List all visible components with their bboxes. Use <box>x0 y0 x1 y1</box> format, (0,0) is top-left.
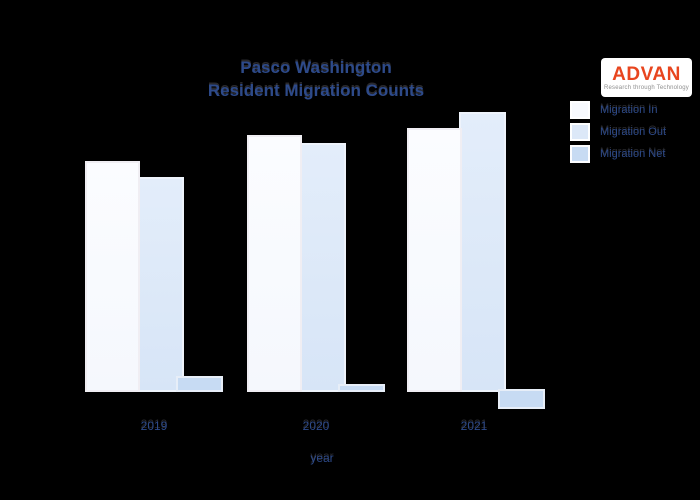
x-tick-label: 2019 <box>140 419 168 433</box>
bar-migration-out-2019 <box>137 177 184 392</box>
legend-item-migration-net[interactable]: Migration Net <box>570 145 666 163</box>
legend-swatch-migration-in <box>570 101 590 119</box>
x-tick-label: 2021 <box>460 419 488 433</box>
legend-item-migration-out[interactable]: Migration Out <box>570 123 666 141</box>
advan-logo: ADVAN Research through Technology <box>601 58 692 97</box>
legend-item-migration-in[interactable]: Migration In <box>570 101 666 119</box>
chart-title-line1: Pasco Washington <box>240 58 392 77</box>
bar-migration-out-2020 <box>299 143 346 392</box>
x-tick-label: 2020 <box>302 419 330 433</box>
bar-migration-in-2021 <box>407 128 462 392</box>
chart-legend: Migration In Migration Out Migration Net <box>570 101 666 167</box>
advan-logo-tagline: Research through Technology <box>603 84 689 91</box>
chart-title: Pasco Washington Resident Migration Coun… <box>208 56 424 102</box>
legend-label: Migration Net <box>600 148 666 160</box>
bar-migration-net-2021 <box>498 389 545 409</box>
bar-migration-in-2019 <box>85 161 140 392</box>
bar-migration-net-2019 <box>176 376 223 392</box>
bar-migration-net-2020 <box>338 384 385 392</box>
legend-label: Migration In <box>600 104 658 116</box>
advan-logo-wordmark: ADVAN <box>612 63 681 85</box>
bar-migration-in-2020 <box>247 135 302 392</box>
legend-label: Migration Out <box>600 126 667 138</box>
legend-swatch-migration-net <box>570 145 590 163</box>
chart-title-line2: Resident Migration Counts <box>207 81 425 100</box>
x-axis-title: year <box>310 451 334 465</box>
legend-swatch-migration-out <box>570 123 590 141</box>
bar-migration-out-2021 <box>459 112 506 392</box>
